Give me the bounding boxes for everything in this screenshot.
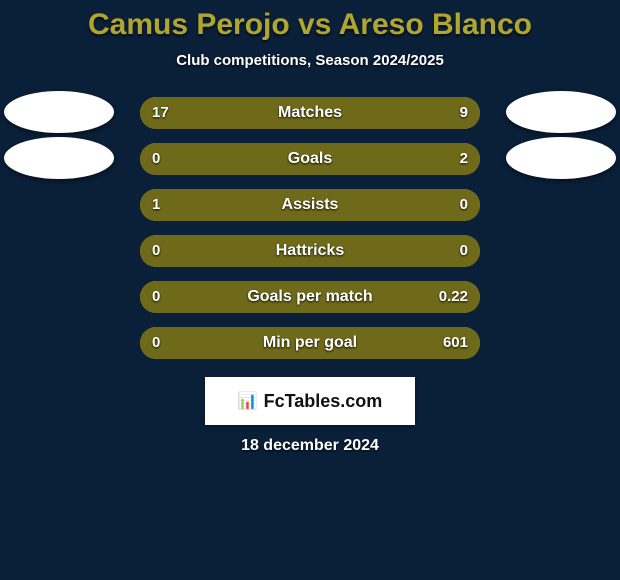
player-avatar-left [4,91,114,133]
player-avatar-right [506,137,616,179]
player-avatar-left [4,137,114,179]
stat-row: 02Goals [0,143,620,175]
brand-name: FcTables.com [264,391,383,412]
stat-bar-track: 02Goals [140,143,480,175]
chart-icon: 📊 [238,391,258,411]
stat-value-right: 0 [448,235,480,267]
stat-value-left: 0 [140,143,172,175]
stat-bar-fill-left [140,189,405,221]
footer-date: 18 december 2024 [0,437,620,455]
stat-bar-track: 00.22Goals per match [140,281,480,313]
page-title: Camus Perojo vs Areso Blanco [0,8,620,42]
stat-value-right: 2 [448,143,480,175]
stat-bar-track: 0601Min per goal [140,327,480,359]
stat-bar-fill-right [201,143,480,175]
stat-value-left: 1 [140,189,172,221]
stat-row: 10Assists [0,189,620,221]
stat-value-right: 601 [431,327,480,359]
stat-value-right: 9 [448,97,480,129]
stat-value-left: 0 [140,281,172,313]
stat-row: 0601Min per goal [0,327,620,359]
stat-value-right: 0.22 [427,281,480,313]
stat-bar-track: 00Hattricks [140,235,480,267]
stat-row: 00.22Goals per match [0,281,620,313]
comparison-infographic: Camus Perojo vs Areso Blanco Club compet… [0,0,620,580]
page-subtitle: Club competitions, Season 2024/2025 [0,52,620,69]
stat-bar-track: 10Assists [140,189,480,221]
stat-value-right: 0 [448,189,480,221]
brand-logo: 📊 FcTables.com [205,377,415,425]
stat-bar-track: 179Matches [140,97,480,129]
stat-value-left: 17 [140,97,181,129]
stat-rows: 179Matches02Goals10Assists00Hattricks00.… [0,97,620,359]
stat-row: 00Hattricks [0,235,620,267]
player-avatar-right [506,91,616,133]
stat-row: 179Matches [0,97,620,129]
stat-value-left: 0 [140,327,172,359]
stat-value-left: 0 [140,235,172,267]
